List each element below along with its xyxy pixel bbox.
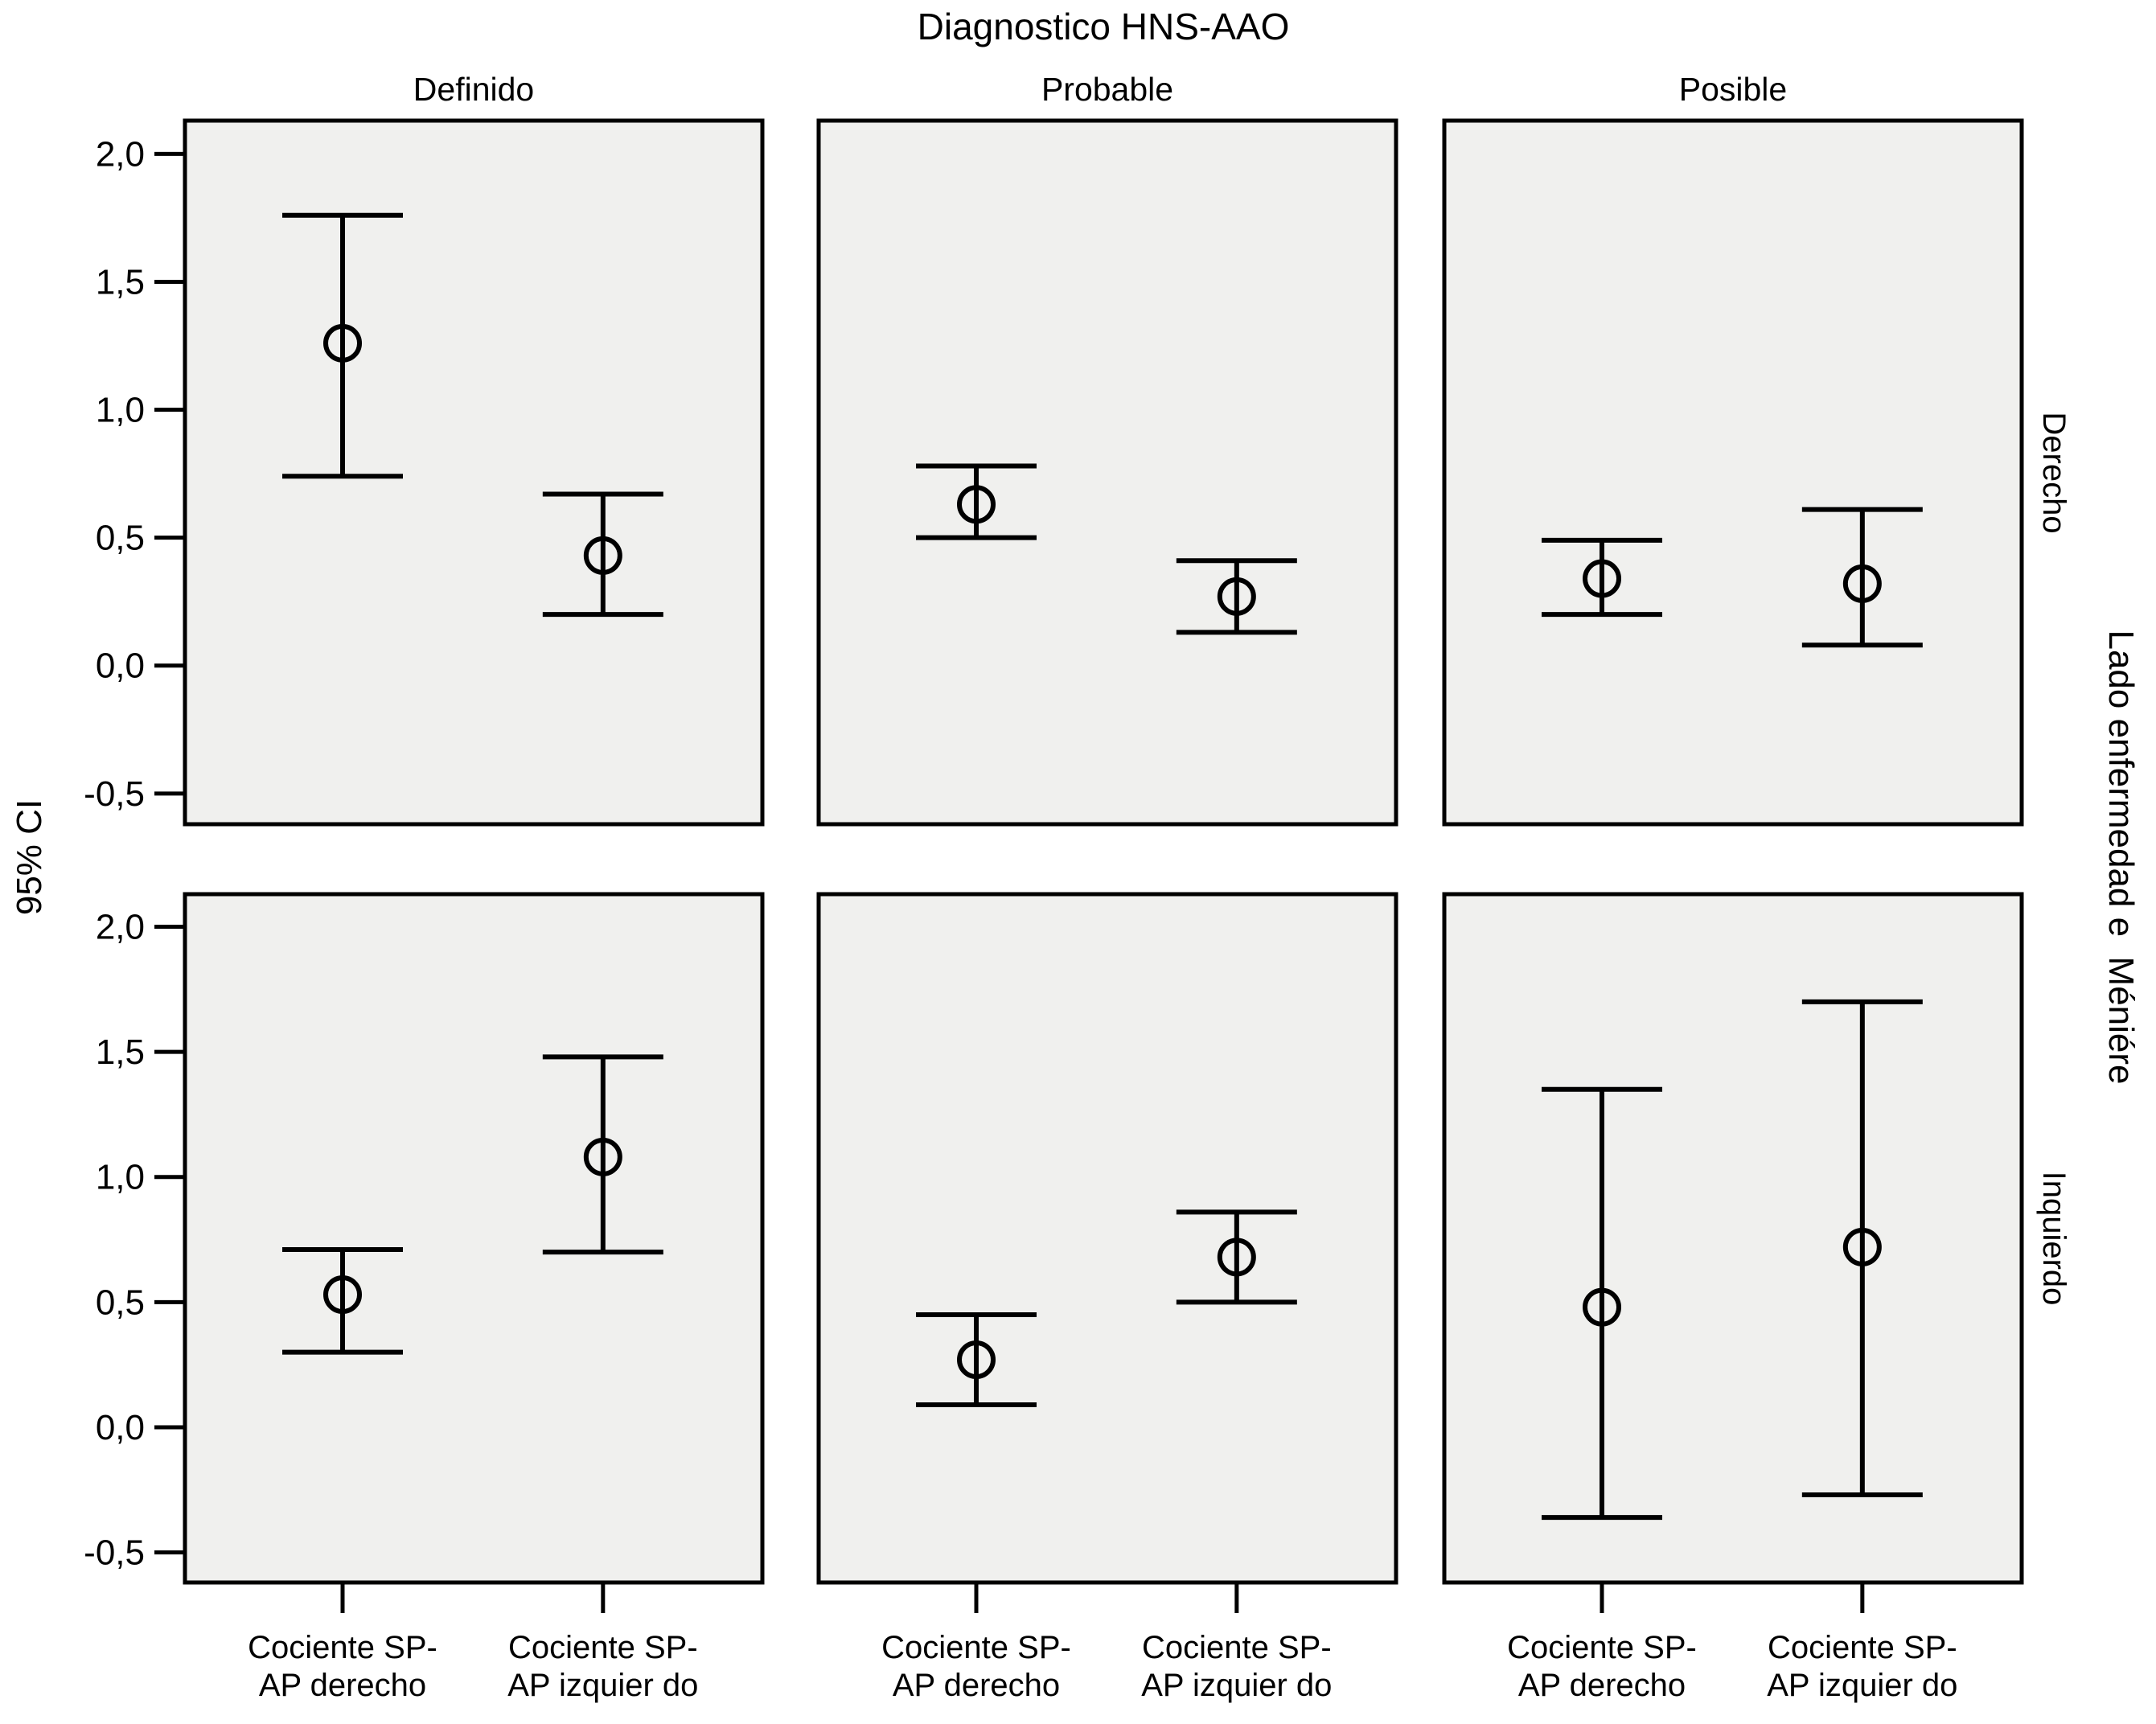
x-category-line1: Cociente SP-: [507, 1630, 698, 1665]
panel-derecho-posible: [1442, 118, 2024, 827]
row-axis-label: Lado enfermedad e Méniére: [2101, 630, 2141, 1085]
x-category-line1: Cociente SP-: [1141, 1630, 1332, 1665]
x-category-line1: Cociente SP-: [1507, 1630, 1697, 1665]
y-tick-label: -0,5: [84, 774, 145, 814]
y-tick-label: 0,0: [96, 646, 145, 686]
mean-marker: [1217, 577, 1256, 616]
mean-marker: [1217, 1238, 1256, 1277]
column-header-definido: Definido: [413, 71, 535, 108]
mean-marker: [583, 1137, 622, 1176]
y-tick-label: 1,0: [96, 1158, 145, 1197]
x-category-line1: Cociente SP-: [881, 1630, 1071, 1665]
y-tick-label: -0,5: [84, 1533, 145, 1573]
panel-derecho-probable: [816, 118, 1398, 827]
x-category-line2: AP izquier do: [1141, 1668, 1333, 1704]
column-header-posible: Posible: [1678, 71, 1788, 108]
y-tick-label: 1,0: [96, 391, 145, 430]
mean-marker: [1842, 1227, 1882, 1266]
x-category-line2: AP derecho: [258, 1668, 427, 1704]
x-category-line2: AP izquier do: [507, 1668, 699, 1704]
y-tick-label: 1,5: [96, 1032, 145, 1072]
panel-inquierdo-posible: [1442, 892, 2024, 1585]
x-category-label: Cociente SP- AP derecho: [166, 1629, 519, 1705]
x-category-line2: AP izquier do: [1767, 1668, 1958, 1704]
panel-inquierdo-definido: [183, 892, 765, 1585]
x-category-label: Cociente SP- AP izquier do: [426, 1629, 780, 1705]
y-tick-label: 1,5: [96, 262, 145, 302]
mean-marker: [1842, 564, 1882, 603]
x-category-label: Cociente SP- AP derecho: [1425, 1629, 1779, 1705]
x-category-line2: AP derecho: [892, 1668, 1061, 1704]
mean-marker: [957, 485, 996, 524]
column-header-probable: Probable: [1041, 71, 1174, 108]
x-category-line1: Cociente SP-: [1767, 1630, 1957, 1665]
row-label-inquierdo: Inquierdo: [2036, 1171, 2072, 1306]
y-tick-label: 2,0: [96, 907, 145, 946]
x-category-label: Cociente SP- AP izquier do: [1686, 1629, 2039, 1705]
y-axis-label: 95% CI: [10, 798, 49, 916]
y-tick-label: 0,5: [96, 519, 145, 558]
mean-marker: [323, 1275, 363, 1315]
mean-marker: [583, 536, 622, 575]
panel-derecho-definido: [183, 118, 765, 827]
mean-marker: [1583, 1287, 1622, 1327]
x-category-label: Cociente SP- AP izquier do: [1060, 1629, 1414, 1705]
x-category-line2: AP derecho: [1517, 1668, 1686, 1704]
mean-marker: [323, 323, 363, 363]
y-tick-label: 0,0: [96, 1408, 145, 1447]
x-category-label: Cociente SP- AP derecho: [799, 1629, 1153, 1705]
y-tick-label: 2,0: [96, 134, 145, 174]
mean-marker: [957, 1340, 996, 1379]
y-tick-label: 0,5: [96, 1283, 145, 1322]
row-label-derecho: Derecho: [2036, 412, 2072, 534]
panel-inquierdo-probable: [816, 892, 1398, 1585]
chart-title: Diagnostico HNS-AAO: [917, 6, 1290, 47]
x-category-line1: Cociente SP-: [248, 1630, 437, 1665]
mean-marker: [1583, 559, 1622, 598]
